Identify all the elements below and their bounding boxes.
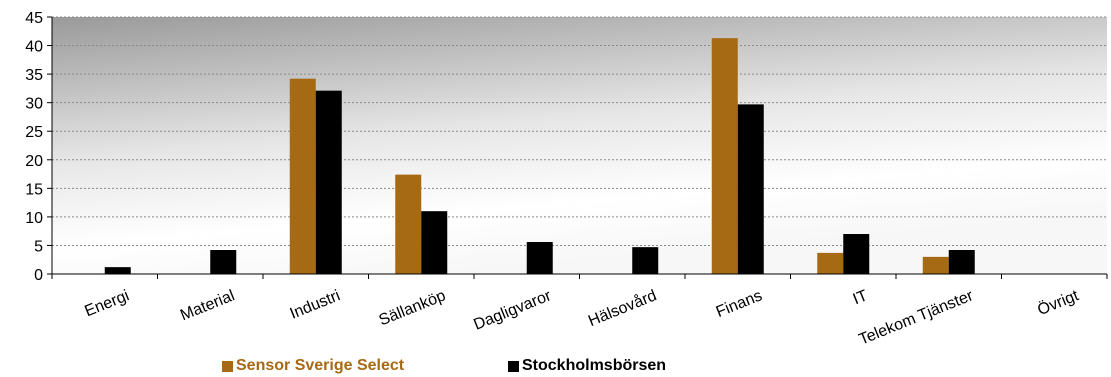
bar-stockholm-6: [737, 104, 764, 274]
y-tick-label: 5: [34, 238, 43, 255]
bar-stockholm-3: [421, 211, 448, 274]
y-tick-label: 45: [25, 10, 43, 27]
bar-stockholm-8: [948, 250, 975, 274]
bar-stockholm-1: [210, 250, 237, 274]
legend-label: Sensor Sverige Select: [236, 357, 405, 374]
plot-area: [52, 17, 1107, 274]
bar-stockholm-0: [104, 267, 131, 274]
x-category-label: IT: [851, 287, 871, 308]
x-category-labels: Energi Material Industri Sällanköp Dagligvar…: [82, 286, 1081, 348]
y-tick-label: 10: [25, 210, 43, 227]
bar-sensor-6: [711, 38, 738, 275]
x-category-label: Övrigt: [1035, 286, 1082, 319]
y-tick-label: 25: [25, 124, 43, 141]
gridlines: [47, 16, 1107, 275]
bar-sensor-3: [395, 174, 422, 274]
y-tick-label: 15: [25, 181, 43, 198]
bar-sensor-7: [817, 252, 844, 274]
x-category-label: Hälsovård: [586, 286, 660, 330]
y-tick-label: 0: [34, 267, 43, 284]
x-category-label: Finans: [714, 287, 765, 321]
y-tick-label: 40: [25, 39, 43, 56]
x-category-label: Telekom Tjänster: [857, 287, 977, 349]
legend-label: Stockholmsbörsen: [522, 357, 667, 374]
bar-stockholm-2: [315, 90, 342, 274]
bar-stockholm-5: [632, 247, 659, 274]
x-category-label: Industri: [288, 287, 343, 322]
bar-stockholm-4: [526, 242, 553, 274]
bars: [104, 38, 975, 275]
legend-swatch: [222, 360, 233, 372]
bar-stockholm-7: [843, 234, 870, 274]
legend-item-sensor-sverige-select: Sensor Sverige Select: [222, 356, 404, 376]
bar-sensor-2: [289, 78, 316, 275]
bar-sensor-8: [922, 256, 949, 274]
y-tick-label: 20: [25, 153, 43, 170]
x-category-label: Dagligvaror: [471, 287, 554, 334]
y-tick-label: 30: [25, 96, 43, 113]
x-category-label: Energi: [82, 287, 131, 320]
legend-swatch: [508, 360, 519, 372]
y-tick-label: 35: [25, 67, 43, 84]
y-tick-labels: 0 5 10 15 20 25 30 35 40 45: [25, 10, 43, 284]
legend-item-stockholmsborsen: Stockholmsbörsen: [508, 356, 666, 376]
x-category-label: Material: [178, 287, 237, 324]
axes: [51, 17, 1108, 279]
x-category-label: Sällanköp: [377, 287, 449, 329]
